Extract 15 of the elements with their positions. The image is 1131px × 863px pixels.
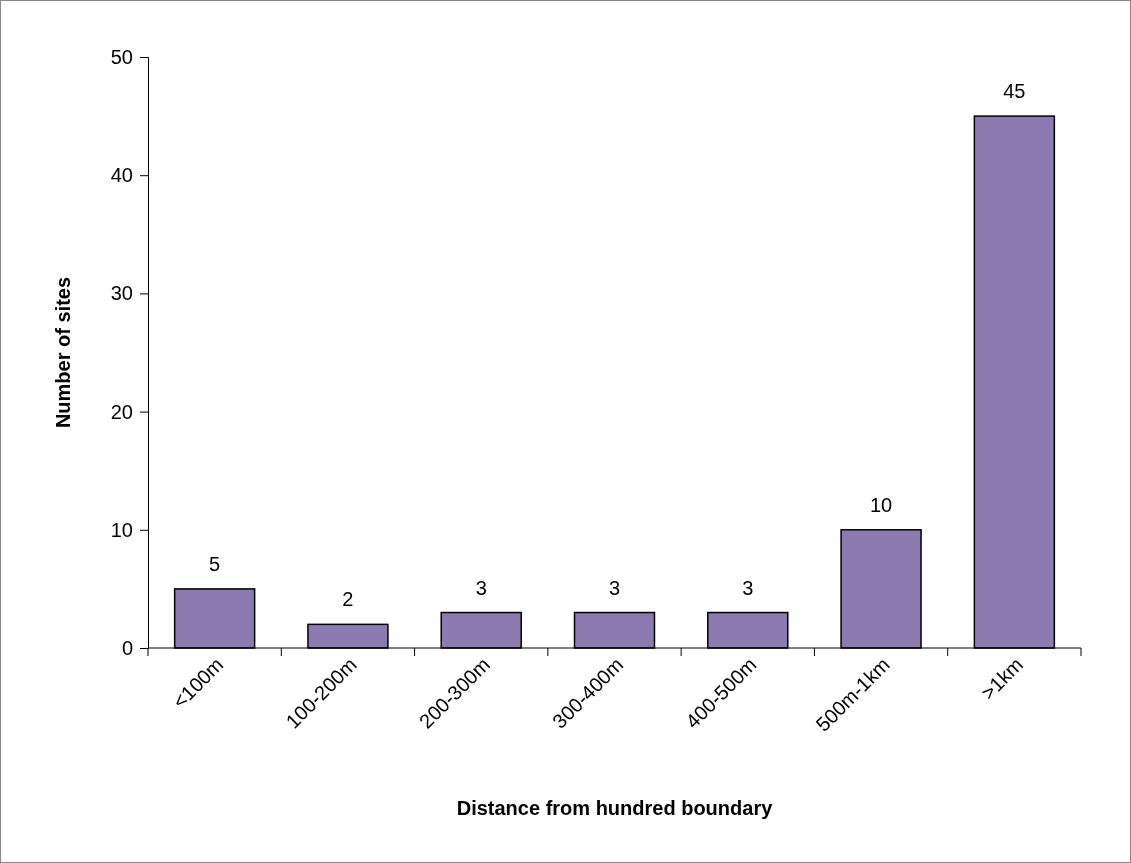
y-axis-title: Number of sites	[52, 276, 74, 429]
y-tick-label: 50	[110, 45, 133, 68]
data-label: 45	[1003, 80, 1026, 103]
x-axis-title: Distance from hundred boundary	[456, 797, 774, 819]
data-label: 3	[608, 576, 621, 599]
data-label: 3	[742, 576, 754, 599]
data-label: 2	[342, 588, 354, 611]
y-tick-label: 0	[121, 636, 133, 659]
y-tick-label: 20	[110, 400, 133, 423]
data-label: 10	[869, 493, 893, 516]
data-label: 5	[209, 552, 221, 575]
y-tick-label: 10	[110, 518, 133, 541]
y-tick-label: 40	[110, 164, 133, 187]
data-label: 3	[475, 576, 487, 599]
y-tick-label: 30	[110, 282, 133, 305]
